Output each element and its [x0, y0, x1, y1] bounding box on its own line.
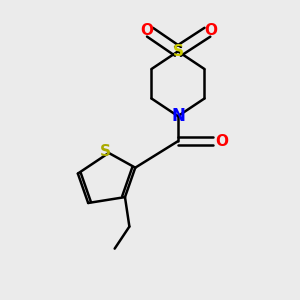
Text: S: S: [100, 144, 111, 159]
Text: O: O: [204, 23, 217, 38]
Text: S: S: [172, 44, 184, 59]
Text: N: N: [171, 107, 185, 125]
Text: O: O: [216, 134, 229, 149]
Text: O: O: [141, 23, 154, 38]
